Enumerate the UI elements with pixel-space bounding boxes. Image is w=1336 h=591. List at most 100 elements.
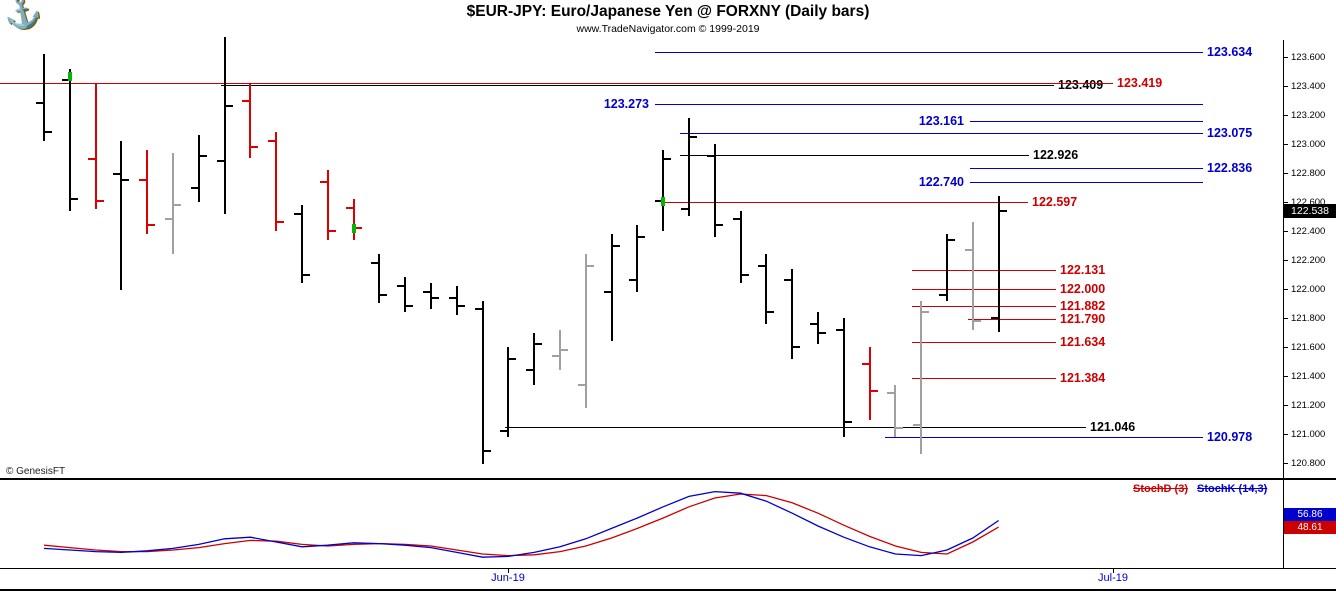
time-axis-label-jul[interactable]: Jul-19 <box>1098 572 1128 584</box>
bar-stem <box>68 68 71 211</box>
level-line[interactable] <box>655 52 1203 53</box>
bar-open-tick <box>939 293 946 296</box>
level-line[interactable] <box>912 378 1056 379</box>
level-line[interactable] <box>912 342 1056 343</box>
bar-open-tick <box>319 180 327 183</box>
level-line[interactable] <box>970 182 1203 183</box>
bar-close-tick <box>741 273 749 276</box>
bar-stem <box>197 135 200 202</box>
bar-close-tick <box>896 427 904 430</box>
bar-close-tick <box>973 319 981 322</box>
axis-tick <box>1283 463 1288 464</box>
bar-close-tick <box>509 357 517 360</box>
bar-open-tick <box>603 290 611 293</box>
stochd-value-box: 48.61 <box>1284 521 1336 534</box>
bar-close-tick <box>612 244 620 247</box>
level-line[interactable] <box>680 133 1203 134</box>
bar-close-tick <box>715 224 723 227</box>
bar-stem <box>301 204 303 284</box>
level-line[interactable] <box>655 104 1203 105</box>
last-price-box: 122.538 <box>1284 203 1336 218</box>
level-line[interactable] <box>662 202 1028 203</box>
axis-tick-label: 123.400 <box>1291 80 1326 92</box>
level-line[interactable] <box>970 121 1203 122</box>
bar-stem <box>533 332 536 385</box>
axis-tick-label: 122.200 <box>1291 254 1326 266</box>
axis-tick <box>1283 405 1288 406</box>
level-line[interactable] <box>912 270 1056 271</box>
bar-stem <box>249 83 252 159</box>
level-line[interactable] <box>221 85 1054 86</box>
stochastic-panel[interactable] <box>0 479 1283 568</box>
bar-close-tick <box>870 389 878 392</box>
bar-open-tick <box>61 79 69 82</box>
bar-open-tick <box>423 290 430 293</box>
axis-tick-label: 121.600 <box>1291 341 1326 353</box>
time-axis-label-jun[interactable]: Jun-19 <box>491 572 525 584</box>
bar-stem <box>971 222 974 330</box>
bar-close-tick <box>483 450 491 453</box>
level-line[interactable] <box>912 306 1056 307</box>
axis-tick <box>1283 231 1288 232</box>
bar-close-tick <box>457 305 465 308</box>
axis-tick <box>1283 434 1288 435</box>
bar-close-tick <box>70 198 78 201</box>
bar-close-tick <box>148 224 156 227</box>
bar-close-tick <box>690 135 697 138</box>
bar-close-tick <box>354 227 362 230</box>
level-label: 123.273 <box>603 97 649 112</box>
bar-stem <box>584 254 587 408</box>
axis-tick-label: 121.400 <box>1291 370 1326 382</box>
bar-close-tick <box>793 346 801 348</box>
bar-close-tick <box>303 273 310 276</box>
level-label: 123.419 <box>1117 76 1163 91</box>
bar-stem <box>842 318 845 437</box>
price-chart-area[interactable]: 123.634 123.419 123.409 123.273 123.161 123.0… <box>0 0 1283 478</box>
bar-open-tick <box>810 322 817 325</box>
stoch-bottom-border <box>0 568 1336 569</box>
chart-title: $EUR-JPY: Euro/Japanese Yen @ FORXNY (Da… <box>466 3 870 20</box>
bar-stem <box>430 283 432 310</box>
bar-stem <box>455 286 458 316</box>
axis-tick-label: 122.400 <box>1291 225 1326 237</box>
bar-stem <box>662 149 665 231</box>
bar-stem <box>997 196 1000 333</box>
bar-open-tick <box>655 199 663 202</box>
bar-open-tick <box>758 264 766 267</box>
level-line[interactable] <box>968 319 1056 320</box>
stochd-label: StochD (3) <box>1133 483 1188 495</box>
level-line[interactable] <box>505 427 1086 428</box>
bar-stem <box>817 312 819 345</box>
axis-tick <box>1283 202 1288 203</box>
level-label: 122.836 <box>1207 160 1253 175</box>
bar-stem <box>507 347 510 437</box>
level-label: 122.131 <box>1060 263 1106 277</box>
level-line[interactable] <box>885 437 1203 438</box>
bar-stem <box>610 233 613 342</box>
bar-close-tick <box>561 348 568 351</box>
level-line[interactable] <box>680 155 1029 156</box>
bar-close-tick <box>251 145 259 148</box>
bar-open-tick <box>913 424 921 427</box>
level-label: 120.978 <box>1207 430 1253 445</box>
bar-open-tick <box>87 157 95 160</box>
bar-close-tick <box>586 264 594 267</box>
bar-close-tick <box>535 343 543 346</box>
level-line[interactable] <box>912 289 1056 290</box>
bar-close-tick <box>767 311 775 314</box>
level-label: 121.046 <box>1090 420 1136 435</box>
level-label: 123.075 <box>1207 126 1253 141</box>
level-line[interactable] <box>970 168 1203 169</box>
bar-stem <box>791 268 794 359</box>
bar-stem <box>146 149 149 234</box>
chart-subtitle: www.TradeNavigator.com © 1999-2019 <box>576 23 760 35</box>
level-line[interactable] <box>0 83 1113 84</box>
axis-tick-label: 122.000 <box>1291 283 1326 295</box>
axis-tick-label: 120.800 <box>1291 457 1326 469</box>
bar-open-tick <box>139 179 147 182</box>
stochk-curve <box>43 490 999 558</box>
axis-tick-label: 123.200 <box>1291 109 1326 121</box>
axis-tick <box>1283 144 1288 145</box>
bar-close-tick <box>199 154 207 157</box>
bar-close-tick <box>328 230 336 232</box>
